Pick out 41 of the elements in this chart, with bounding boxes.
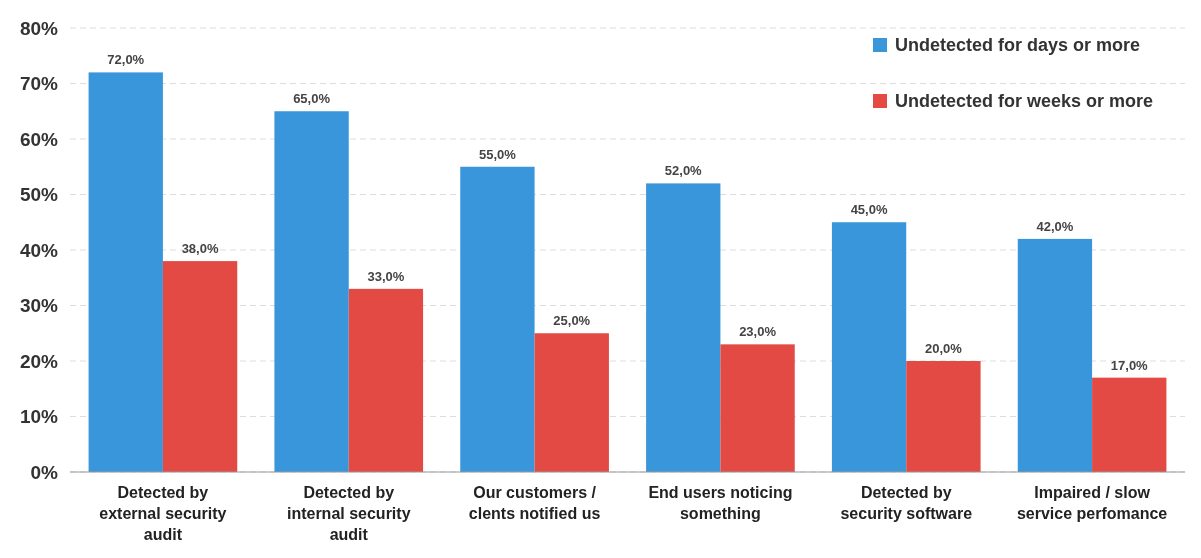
bar [348, 288, 424, 472]
legend-label: Undetected for days or more [895, 35, 1141, 56]
y-tick-label: 10% [19, 406, 59, 428]
data-label: 52,0% [664, 163, 703, 179]
x-tick-label: Detected by external security audit [99, 484, 227, 543]
data-label: 45,0% [850, 202, 888, 218]
data-label: 55,0% [478, 146, 517, 162]
x-tick-label: Detected by internal security audit [286, 484, 411, 543]
bar [274, 111, 349, 472]
bar [831, 222, 907, 472]
bar [720, 344, 795, 472]
x-tick-label: Detected by security software [840, 484, 973, 522]
data-label: 72,0% [107, 52, 145, 68]
bar [534, 333, 609, 472]
data-label: 20,0% [924, 341, 963, 356]
data-label: 33,0% [367, 268, 405, 284]
y-tick-label: 80% [19, 17, 59, 39]
bar [460, 166, 535, 472]
data-label: 23,0% [739, 324, 777, 340]
bar [646, 183, 721, 472]
legend-label: Undetected for weeks or more [895, 91, 1154, 112]
y-tick-label: 50% [19, 184, 59, 206]
y-tick-label: 20% [19, 350, 59, 372]
bar [906, 361, 981, 472]
y-tick-label: 40% [19, 239, 59, 261]
data-label: 25,0% [553, 313, 591, 329]
data-label: 65,0% [293, 91, 331, 107]
y-tick-label: 70% [19, 73, 59, 95]
bar [1092, 377, 1167, 472]
y-tick-label: 0% [30, 461, 59, 483]
x-tick-label: End users noticing something [648, 484, 793, 522]
data-label: 17,0% [1110, 357, 1149, 373]
bar [88, 72, 163, 472]
y-tick-label: 60% [19, 128, 59, 150]
y-tick-label: 30% [19, 295, 59, 317]
bar [1017, 238, 1093, 472]
data-label: 38,0% [181, 241, 219, 257]
x-tick-label: Impaired / slow service perfomance [1016, 484, 1168, 522]
bar [162, 261, 238, 472]
data-label: 42,0% [1036, 218, 1074, 234]
x-tick-label: Our customers / clents notified us [468, 484, 601, 522]
